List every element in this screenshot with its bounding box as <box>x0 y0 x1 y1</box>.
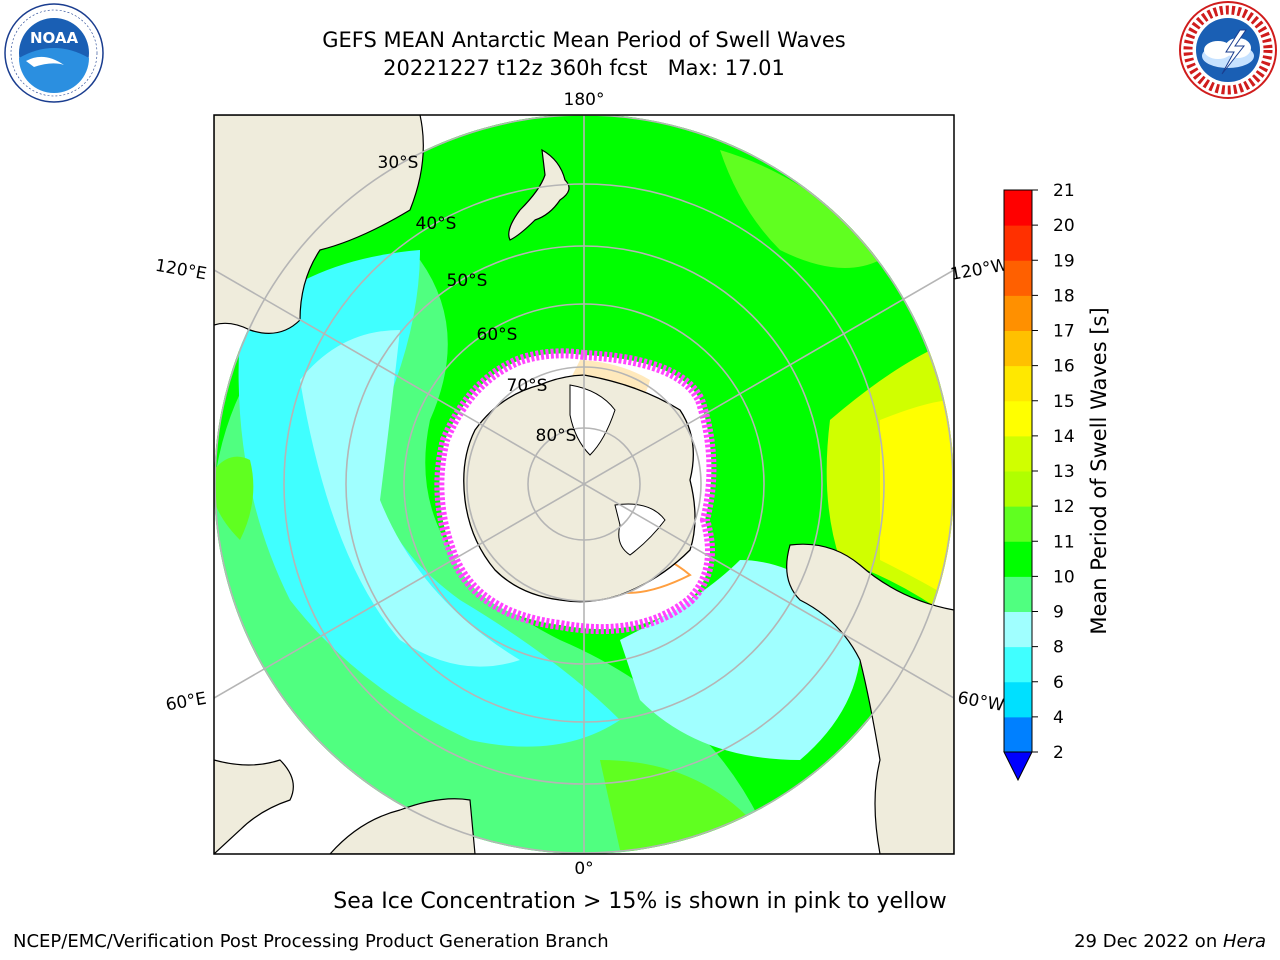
lat-label-70s: 70°S <box>507 376 548 396</box>
lat-label-40s: 40°S <box>416 214 457 234</box>
lon-label-120e: 120°E <box>154 256 208 285</box>
footer-date: 29 Dec 2022 on Hera <box>1074 931 1266 952</box>
lon-label-120w: 120°W <box>949 255 1010 285</box>
footer-credit: NCEP/EMC/Verification Post Processing Pr… <box>13 931 609 952</box>
lat-label-30s: 30°S <box>378 153 419 173</box>
map-title: GEFS MEAN Antarctic Mean Period of Swell… <box>322 28 846 52</box>
lon-label-0: 0° <box>574 859 593 879</box>
land-new-zealand <box>508 148 570 241</box>
footer-date-text: 29 Dec 2022 on <box>1074 931 1223 952</box>
noaa-logo-text: NOAA <box>30 29 79 47</box>
noaa-logo-icon: NOAA <box>4 3 104 103</box>
land-masses <box>214 115 954 854</box>
graticule <box>214 115 954 854</box>
map-subtitle: 20221227 t12z 360h fcst Max: 17.01 <box>383 56 785 80</box>
land-south-america <box>786 543 954 854</box>
lat-label-50s: 50°S <box>447 271 488 291</box>
lon-label-60e: 60°E <box>164 689 208 716</box>
lat-label-80s: 80°S <box>536 426 577 446</box>
land-africa <box>329 798 476 854</box>
sea-ice-caption: Sea Ice Concentration > 15% is shown in … <box>333 889 947 914</box>
map-frame <box>213 114 955 855</box>
lat-label-60s: 60°S <box>477 325 518 345</box>
footer-machine: Hera <box>1222 931 1266 952</box>
land-australia <box>214 115 424 334</box>
nws-logo-icon <box>1179 1 1277 99</box>
land-madagascar <box>214 759 294 854</box>
lon-label-60w: 60°W <box>956 688 1006 716</box>
lon-label-180: 180° <box>564 90 605 110</box>
